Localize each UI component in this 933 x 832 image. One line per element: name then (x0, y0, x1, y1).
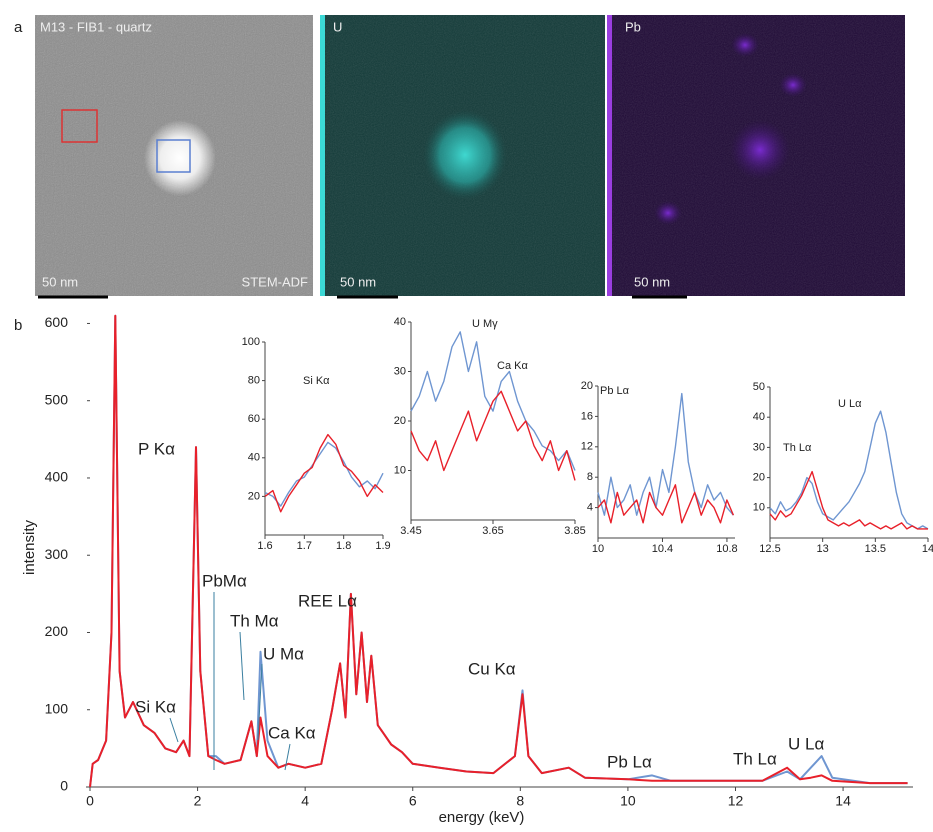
y-tick-label: 40 (394, 316, 406, 328)
spectrum-line (89, 314, 908, 788)
y-tick-label: 60 (248, 413, 260, 425)
image-adf: M13 - FIB1 - quartz 50 nm STEM-ADF (35, 15, 313, 299)
spectrum-line (89, 314, 908, 788)
x-tick-label: 3.45 (400, 525, 421, 537)
panel-label: b (14, 317, 22, 334)
x-tick-label: 1.7 (297, 540, 312, 552)
peak-label: U Lα (838, 398, 862, 410)
y-tick-label: 40 (753, 411, 765, 423)
y-tick-label: 80 (248, 375, 260, 387)
y-tick-label: 400 (45, 469, 69, 485)
peak-label: Th Mα (230, 611, 279, 630)
x-tick-label: 10 (592, 543, 604, 555)
spectrum-line (410, 390, 576, 481)
spectrum-line (769, 470, 928, 530)
panel-label: a (14, 19, 23, 36)
image-title: M13 - FIB1 - quartz (40, 19, 152, 34)
scale-bar-label: 50 nm (42, 274, 78, 289)
peak-label: PbMα (202, 571, 247, 590)
x-axis-label: energy (keV) (439, 809, 525, 826)
peak-label: P Kα (138, 439, 175, 458)
peak-label: REE Lα (298, 591, 357, 610)
x-tick-label: 4 (301, 793, 309, 809)
peak-label: Pb Lα (600, 385, 630, 397)
x-tick-label: 2 (194, 793, 202, 809)
x-tick-label: 14 (922, 543, 933, 555)
y-tick-label: 12 (581, 441, 593, 453)
x-tick-label: 1.6 (257, 540, 272, 552)
peak-label: Th Lα (733, 749, 777, 768)
x-tick-label: 13.5 (865, 543, 886, 555)
x-tick-label: 6 (409, 793, 417, 809)
x-tick-label: 3.85 (564, 525, 585, 537)
peak-leader (284, 743, 291, 771)
x-tick-label: 0 (86, 793, 94, 809)
y-tick-label: 8 (587, 471, 593, 483)
image-pb: Pb 50 nm (607, 15, 905, 299)
image-mode: STEM-ADF (242, 274, 309, 289)
peak-leader (169, 717, 179, 743)
peak-label: Si Kα (303, 375, 330, 387)
x-tick-label: 10.8 (716, 543, 737, 555)
peak-label: Th Lα (783, 442, 812, 454)
x-tick-label: 3.65 (482, 525, 503, 537)
peak-label: Ca Kα (497, 360, 528, 372)
peak-label: Ca Kα (268, 723, 316, 742)
y-tick-label: 500 (45, 391, 69, 407)
x-tick-label: 1.8 (336, 540, 351, 552)
x-tick-label: 13 (817, 543, 829, 555)
spectrum-line (264, 433, 384, 513)
scale-bar-label: 50 nm (634, 274, 670, 289)
peak-leader (257, 663, 263, 741)
y-tick-label: 50 (753, 381, 765, 393)
x-tick-label: 14 (835, 793, 851, 809)
peak-label: Cu Kα (468, 659, 516, 678)
x-tick-label: 10.4 (652, 543, 673, 555)
y-tick-label: 10 (394, 464, 406, 476)
image-title: U (333, 19, 342, 34)
y-tick-label: 20 (248, 490, 260, 502)
y-tick-label: 20 (753, 472, 765, 484)
x-tick-label: 12.5 (759, 543, 780, 555)
peak-label: Si Kα (135, 697, 176, 716)
peak-leader (239, 631, 245, 701)
y-tick-label: 10 (753, 502, 765, 514)
y-tick-label: 20 (581, 380, 593, 392)
image-title: Pb (625, 19, 641, 34)
image-u: U 50 nm (320, 15, 605, 299)
spectrum-line (597, 484, 735, 524)
x-tick-label: 8 (516, 793, 524, 809)
y-tick-label: 100 (242, 336, 260, 348)
peak-label: Pb Lα (607, 752, 652, 771)
scale-bar-label: 50 nm (340, 274, 376, 289)
y-tick-label: 30 (753, 441, 765, 453)
y-tick-label: 40 (248, 452, 260, 464)
y-tick-label: 4 (587, 502, 593, 514)
y-tick-label: 20 (394, 415, 406, 427)
x-tick-label: 12 (728, 793, 744, 809)
peak-label: U Mα (263, 644, 304, 663)
peak-label: U Lα (788, 734, 824, 753)
y-tick-label: 600 (45, 314, 69, 330)
y-tick-label: 100 (45, 700, 69, 716)
x-tick-label: 1.9 (375, 540, 390, 552)
x-tick-label: 10 (620, 793, 636, 809)
y-tick-label: 0 (60, 778, 68, 794)
peak-label: U Mγ (472, 318, 498, 330)
spectrum-line (769, 410, 929, 530)
y-tick-label: 300 (45, 546, 69, 562)
spectrum-line (264, 441, 384, 507)
y-tick-label: 200 (45, 623, 69, 639)
y-tick-label: 30 (394, 365, 406, 377)
y-axis-label: intensity (21, 519, 38, 575)
y-tick-label: 16 (581, 410, 593, 422)
